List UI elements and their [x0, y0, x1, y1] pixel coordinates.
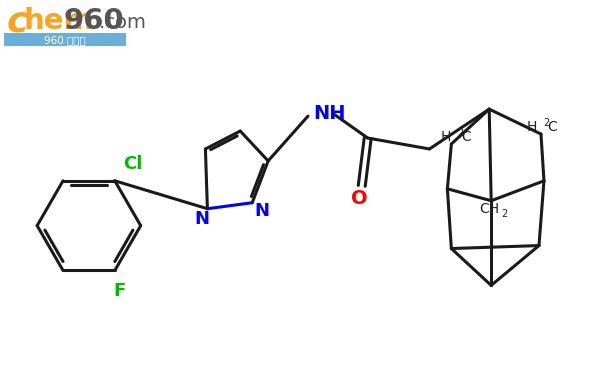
Text: 960 化工网: 960 化工网 [44, 35, 86, 45]
Text: .com: .com [99, 13, 147, 32]
FancyBboxPatch shape [1, 2, 131, 50]
Text: C: C [547, 120, 557, 134]
Text: CH: CH [479, 202, 499, 216]
Text: O: O [352, 189, 368, 208]
Text: H: H [526, 120, 537, 134]
Text: C: C [462, 130, 471, 144]
Text: c: c [6, 4, 28, 39]
Text: Cl: Cl [123, 155, 142, 173]
Text: 2: 2 [543, 118, 549, 128]
Text: 2: 2 [501, 209, 508, 219]
Text: N: N [194, 210, 209, 228]
Text: NH: NH [313, 104, 345, 123]
Text: H: H [441, 130, 451, 144]
Text: 2: 2 [457, 128, 463, 138]
Text: F: F [114, 282, 126, 300]
Text: N: N [255, 202, 270, 220]
Text: hem: hem [23, 6, 94, 34]
Text: 960: 960 [63, 6, 124, 34]
FancyBboxPatch shape [4, 33, 126, 46]
